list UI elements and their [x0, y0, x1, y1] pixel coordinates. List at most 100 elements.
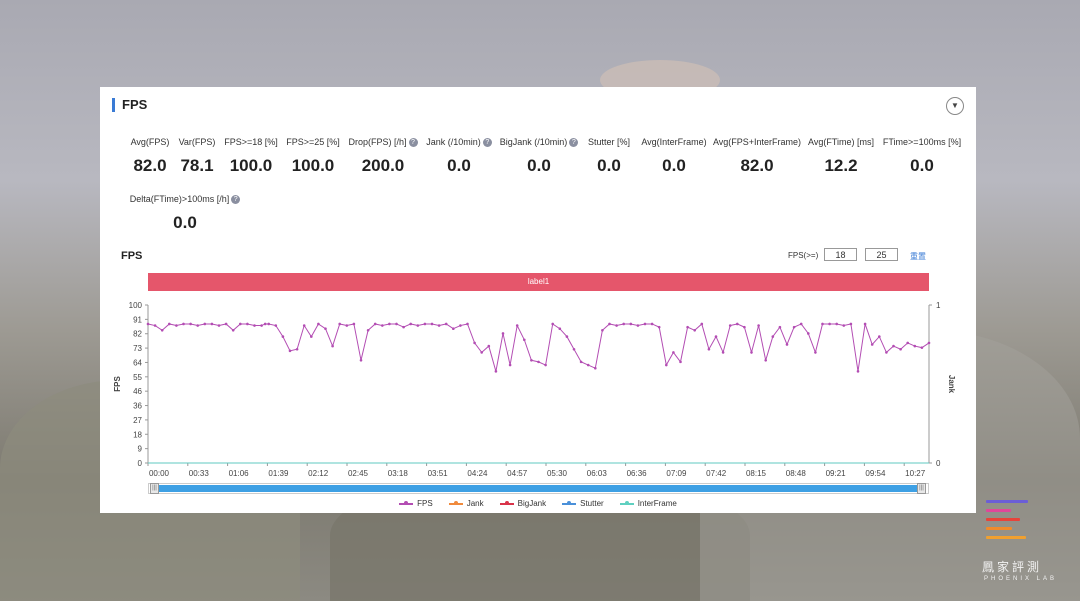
y-tick-label: 91: [133, 315, 142, 324]
legend-item-fps[interactable]: FPS: [399, 499, 433, 508]
fps-data-point: [572, 347, 576, 351]
logo-bar: [986, 536, 1026, 539]
fps-data-point: [416, 324, 420, 327]
threshold-input-2[interactable]: 25: [865, 248, 898, 261]
fps-data-point: [785, 343, 789, 346]
fps-data-point: [608, 322, 611, 326]
slider-left-handle[interactable]: |||: [150, 483, 159, 494]
fps-chart: 0 9 18 27 36 46 55 64 73 82 91 100 0 1 00:00 00:33 01:06…: [113, 301, 956, 478]
legend-label: FPS: [417, 499, 433, 508]
fps-data-point: [920, 346, 924, 349]
help-icon[interactable]: ?: [482, 138, 492, 148]
threshold-input-1[interactable]: 18: [824, 248, 857, 261]
fps-data-point: [217, 324, 221, 327]
metric-label: Delta(FTime)>100ms [/h]?: [125, 194, 245, 205]
legend-item-bigjank[interactable]: BigJank: [499, 499, 547, 508]
fps-data-point: [579, 360, 583, 364]
reset-link[interactable]: 重置: [910, 252, 926, 261]
y-tick-label: 36: [133, 402, 142, 411]
x-tick-label: 09:21: [826, 469, 847, 478]
metric-6: BigJank (/10min)? 0.0: [479, 137, 599, 176]
fps-data-point: [302, 324, 306, 327]
fps-panel: FPS ▼ Avg(FPS) 82.0 Var(FPS) 78.1 FPS>=18 [%…: [100, 87, 976, 513]
metric-label: Avg(FTime) [ms]: [807, 137, 874, 147]
legend-item-interframe[interactable]: InterFrame: [619, 499, 677, 508]
fps-data-point: [281, 335, 285, 338]
fps-data-point: [466, 322, 469, 326]
help-icon[interactable]: ?: [408, 138, 418, 148]
metric-value: 78.1: [180, 156, 214, 175]
fps-data-point: [366, 328, 370, 332]
fps-data-point: [672, 351, 675, 354]
y-tick-label: 46: [133, 387, 142, 396]
metric-1: Var(FPS) 78.1: [137, 137, 257, 176]
y-tick-label: 82: [133, 330, 142, 339]
legend-swatch: [619, 500, 634, 505]
metric-label: Jank (/10min)?: [399, 137, 519, 148]
fps-data-point: [878, 335, 881, 338]
fps-data-point: [146, 322, 150, 326]
fps-data-point: [260, 324, 263, 327]
logo-bar: [986, 518, 1020, 521]
legend-dot: [567, 500, 572, 505]
x-tick-label: 05:30: [547, 469, 568, 478]
chevron-down-icon[interactable]: ▼: [946, 97, 964, 115]
fps-data-point: [849, 322, 853, 326]
metric-10: Avg(FTime) [ms] 12.2: [781, 137, 901, 176]
legend-label: BigJank: [517, 499, 547, 508]
fps-data-point: [523, 338, 526, 342]
fps-data-point: [189, 322, 192, 326]
fps-data-point: [842, 324, 846, 327]
y-tick-label: 9: [138, 445, 143, 454]
fps-data-point: [317, 322, 320, 326]
fps-data-point: [203, 322, 207, 326]
fps-data-point: [615, 324, 618, 327]
fps-data-point: [352, 322, 356, 326]
x-tick-label: 04:24: [467, 469, 488, 478]
fps-data-point: [388, 322, 391, 326]
x-tick-label: 00:33: [189, 469, 210, 478]
fps-data-point: [331, 344, 334, 348]
zoom-slider-frame: [148, 483, 929, 494]
fps-data-point: [224, 322, 228, 326]
legend-item-jank[interactable]: Jank: [448, 499, 484, 508]
fps-data-point: [395, 322, 398, 326]
fps-data-point: [728, 324, 732, 327]
metric-value: 0.0: [447, 156, 471, 176]
fps-data-point: [636, 324, 640, 327]
fps-data-point: [239, 322, 242, 326]
legend-label: InterFrame: [637, 499, 677, 508]
legend-item-stutter[interactable]: Stutter: [562, 499, 604, 508]
fps-data-point: [622, 322, 625, 326]
fps-data-point: [231, 328, 235, 332]
fps-data-point: [565, 335, 569, 338]
metric-2: FPS>=18 [%] 100.0: [191, 137, 311, 176]
y-tick-label: 100: [129, 301, 143, 310]
metric-label: Var(FPS): [178, 137, 216, 147]
fps-data-point: [444, 322, 448, 326]
fps-data-point: [274, 324, 278, 327]
logo-subtext: PHOENIX LAB: [984, 576, 1058, 582]
label-bar[interactable]: label1: [148, 273, 929, 291]
y-tick-label: 18: [133, 430, 142, 439]
fps-data-point: [892, 344, 895, 348]
fps-series-line: [147, 323, 930, 372]
fps-data-point: [558, 327, 562, 330]
help-icon[interactable]: ?: [569, 138, 579, 148]
metric-value: 200.0: [361, 156, 405, 176]
help-icon[interactable]: ?: [231, 195, 241, 205]
fps-data-point: [508, 363, 512, 367]
fps-data-point: [295, 347, 299, 351]
logo-bar: [986, 509, 1011, 512]
zoom-slider-track[interactable]: [155, 485, 922, 492]
slider-right-handle[interactable]: |||: [917, 483, 926, 494]
fps-data-point: [650, 322, 654, 326]
metric-value: 82.0: [133, 156, 167, 175]
fps-data-point: [551, 322, 554, 326]
x-tick-label: 07:09: [666, 469, 687, 478]
metric-label: Avg(FPS): [130, 137, 170, 147]
metric-label: Avg(InterFrame): [641, 137, 707, 147]
legend-dot: [453, 500, 458, 505]
fps-data-point: [686, 325, 689, 329]
fps-data-point: [530, 359, 533, 362]
